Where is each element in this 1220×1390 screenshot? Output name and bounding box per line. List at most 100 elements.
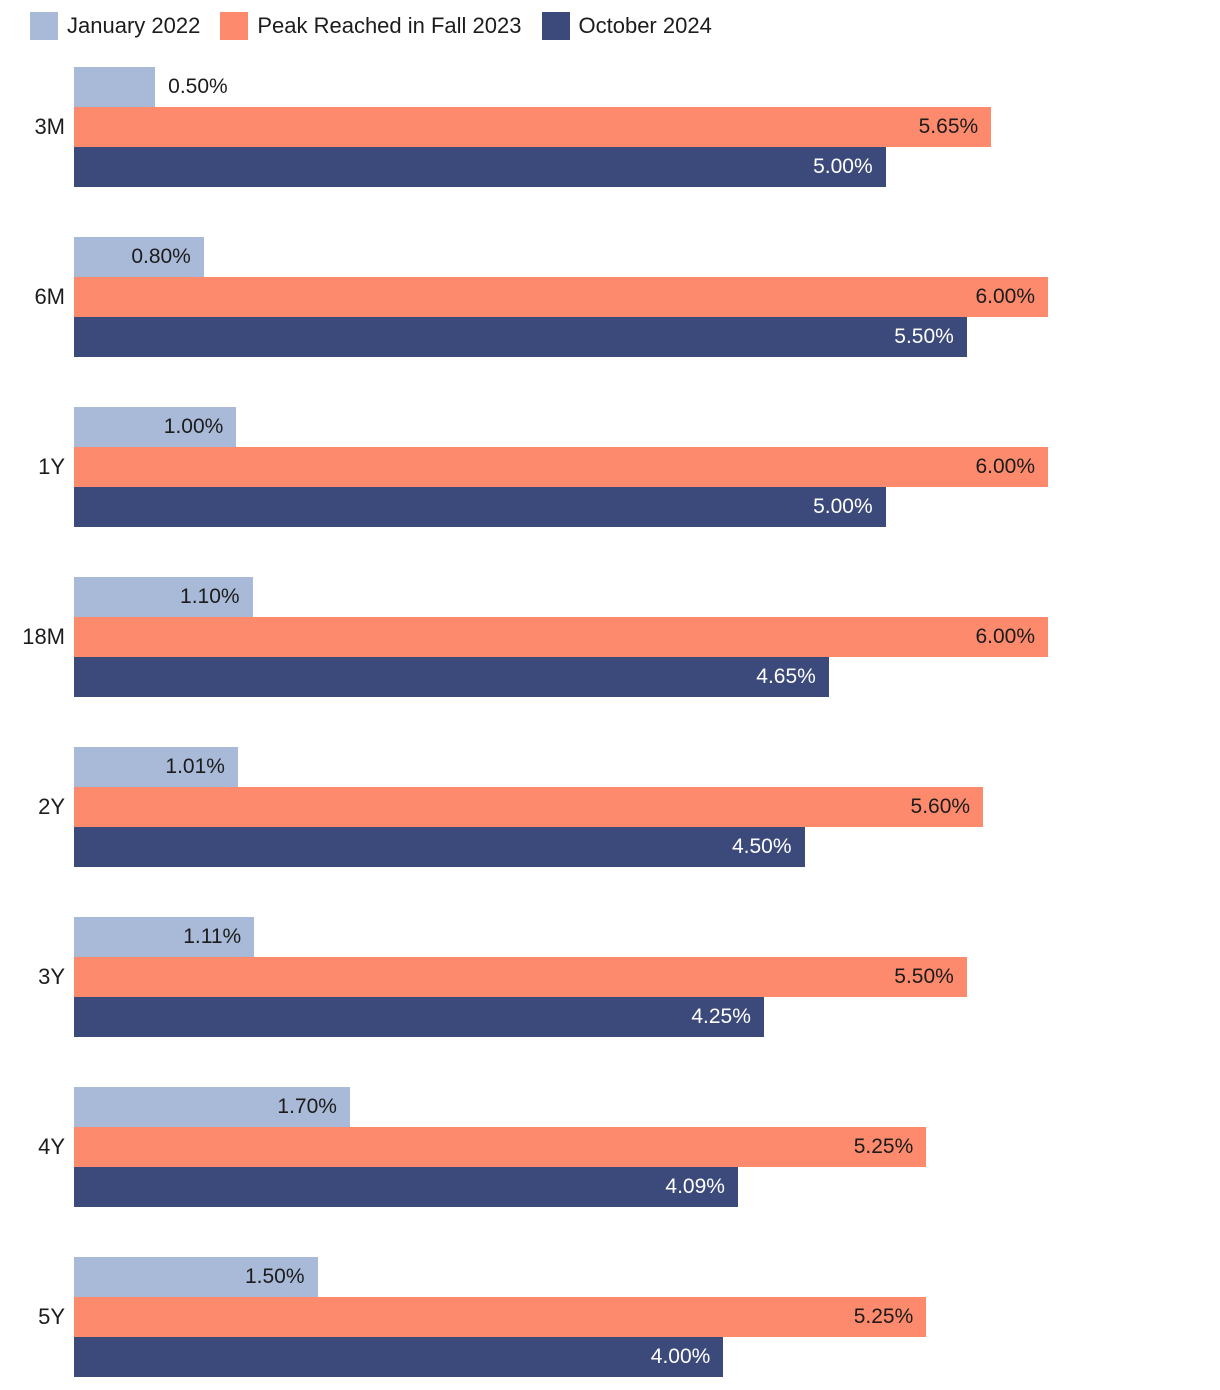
legend-swatch-peak-fall-2023 xyxy=(220,12,249,40)
bar-stack: 1.10% 6.00% 4.65% xyxy=(74,577,1220,697)
bar-stack: 0.80% 6.00% 5.50% xyxy=(74,237,1220,357)
bar-stack: 1.01% 5.60% 4.50% xyxy=(74,747,1220,867)
bar-row-october-2024: 4.50% xyxy=(74,827,1220,867)
category-label: 6M xyxy=(34,284,65,309)
bar-row-october-2024: 5.00% xyxy=(74,487,1220,527)
bar-row-october-2024: 4.25% xyxy=(74,997,1220,1037)
bar-group: 5Y 1.50% 5.25% 4.00% xyxy=(0,1257,1220,1377)
bar-january-2022-5y: 1.50% xyxy=(74,1257,318,1297)
bar-value-label: 1.50% xyxy=(244,1265,305,1288)
bar-row-october-2024: 5.00% xyxy=(74,147,1220,187)
bar-peak-reached-in-fall-2023-3y: 5.50% xyxy=(74,957,967,997)
bar-stack: 1.50% 5.25% 4.00% xyxy=(74,1257,1220,1377)
bar-group: 2Y 1.01% 5.60% 4.50% xyxy=(0,747,1220,867)
bar-value-label: 5.50% xyxy=(894,965,954,988)
bar-row-october-2024: 5.50% xyxy=(74,317,1220,357)
bar-row-peak-reached-in-fall-2023: 5.60% xyxy=(74,787,1220,827)
legend-item-october-2024: October 2024 xyxy=(541,12,712,40)
bar-value-label: 6.00% xyxy=(975,455,1035,478)
bar-group: 4Y 1.70% 5.25% 4.09% xyxy=(0,1087,1220,1207)
bar-stack: 1.70% 5.25% 4.09% xyxy=(74,1087,1220,1207)
category-label: 1Y xyxy=(38,454,65,479)
bar-peak-reached-in-fall-2023-4y: 5.25% xyxy=(74,1127,927,1167)
bar-row-peak-reached-in-fall-2023: 5.65% xyxy=(74,107,1220,147)
bar-october-2024-1y: 5.00% xyxy=(74,487,886,527)
bar-value-label: 1.00% xyxy=(163,415,224,438)
bar-october-2024-4y: 4.09% xyxy=(74,1167,738,1207)
bar-row-peak-reached-in-fall-2023: 5.25% xyxy=(74,1127,1220,1167)
bar-row-peak-reached-in-fall-2023: 6.00% xyxy=(74,617,1220,657)
bar-october-2024-18m: 4.65% xyxy=(74,657,829,697)
bar-row-january-2022: 1.01% xyxy=(74,747,1220,787)
bar-value-label: 4.00% xyxy=(650,1345,711,1368)
bar-value-label: 5.00% xyxy=(813,495,873,518)
bar-stack: 1.11% 5.50% 4.25% xyxy=(74,917,1220,1037)
bar-row-peak-reached-in-fall-2023: 6.00% xyxy=(74,277,1220,317)
bar-value-label: 5.25% xyxy=(853,1305,914,1328)
bar-stack: 0.50% 5.65% 5.00% xyxy=(74,67,1220,187)
bar-row-peak-reached-in-fall-2023: 5.25% xyxy=(74,1297,1220,1337)
bar-value-label: 6.00% xyxy=(975,625,1035,648)
legend-label-october-2024: October 2024 xyxy=(578,13,712,38)
bar-row-october-2024: 4.09% xyxy=(74,1167,1220,1207)
bar-row-january-2022: 1.00% xyxy=(74,407,1220,447)
bar-october-2024-2y: 4.50% xyxy=(74,827,805,867)
bar-row-january-2022: 0.50% xyxy=(74,67,1220,107)
bar-value-label: 5.65% xyxy=(918,115,979,138)
bar-value-label: 0.80% xyxy=(131,245,191,268)
category-label: 4Y xyxy=(38,1134,65,1159)
legend-item-january-2022: January 2022 xyxy=(30,12,200,40)
bar-peak-reached-in-fall-2023-3m: 5.65% xyxy=(74,107,992,147)
bar-group: 6M 0.80% 6.00% 5.50% xyxy=(0,237,1220,357)
bar-row-january-2022: 1.10% xyxy=(74,577,1220,617)
bar-row-october-2024: 4.65% xyxy=(74,657,1220,697)
bar-peak-reached-in-fall-2023-18m: 6.00% xyxy=(74,617,1048,657)
bar-january-2022-3y: 1.11% xyxy=(74,917,255,957)
bar-row-january-2022: 0.80% xyxy=(74,237,1220,277)
bar-value-label: 5.60% xyxy=(910,795,971,818)
bar-row-january-2022: 1.50% xyxy=(74,1257,1220,1297)
bar-value-label: 1.70% xyxy=(277,1095,337,1118)
bar-october-2024-3y: 4.25% xyxy=(74,997,764,1037)
bar-row-january-2022: 1.11% xyxy=(74,917,1220,957)
legend-swatch-october-2024 xyxy=(541,12,570,40)
bar-group: 18M 1.10% 6.00% 4.65% xyxy=(0,577,1220,697)
bar-peak-reached-in-fall-2023-1y: 6.00% xyxy=(74,447,1048,487)
bar-peak-reached-in-fall-2023-5y: 5.25% xyxy=(74,1297,927,1337)
bar-row-peak-reached-in-fall-2023: 6.00% xyxy=(74,447,1220,487)
bar-peak-reached-in-fall-2023-2y: 5.60% xyxy=(74,787,984,827)
bar-october-2024-5y: 4.00% xyxy=(74,1337,724,1377)
category-label: 2Y xyxy=(38,794,65,819)
bar-value-label: 4.50% xyxy=(731,835,792,858)
bar-value-label: 0.50% xyxy=(168,75,228,98)
category-label: 3M xyxy=(34,114,65,139)
bar-group: 1Y 1.00% 6.00% 5.00% xyxy=(0,407,1220,527)
legend-label-january-2022: January 2022 xyxy=(67,13,201,38)
bar-january-2022-18m: 1.10% xyxy=(74,577,253,617)
category-label: 3Y xyxy=(38,964,65,989)
bar-value-label: 1.11% xyxy=(183,925,242,948)
bar-stack: 1.00% 6.00% 5.00% xyxy=(74,407,1220,527)
bar-january-2022-4y: 1.70% xyxy=(74,1087,350,1127)
bar-group: 3Y 1.11% 5.50% 4.25% xyxy=(0,917,1220,1037)
bar-january-2022-1y: 1.00% xyxy=(74,407,237,447)
bar-row-peak-reached-in-fall-2023: 5.50% xyxy=(74,957,1220,997)
bar-october-2024-6m: 5.50% xyxy=(74,317,967,357)
bar-value-label: 1.10% xyxy=(180,585,240,608)
category-label: 18M xyxy=(22,624,65,649)
bar-row-january-2022: 1.70% xyxy=(74,1087,1220,1127)
bar-january-2022-6m: 0.80% xyxy=(74,237,204,277)
bar-value-label: 5.50% xyxy=(894,325,954,348)
bar-value-label: 1.01% xyxy=(165,755,225,778)
bar-peak-reached-in-fall-2023-6m: 6.00% xyxy=(74,277,1048,317)
bar-january-2022-3m xyxy=(74,67,156,107)
bar-row-october-2024: 4.00% xyxy=(74,1337,1220,1377)
legend-swatch-january-2022 xyxy=(30,12,58,40)
bar-value-label: 4.09% xyxy=(665,1175,725,1198)
legend-label-peak-fall-2023: Peak Reached in Fall 2023 xyxy=(257,13,522,38)
bar-value-label: 4.25% xyxy=(691,1005,751,1028)
grouped-bar-chart: 3M 0.50% 5.65% 5.00% 6M 0.80% 6.00% 5.50% 1Y… xyxy=(0,67,1220,1377)
bar-october-2024-3m: 5.00% xyxy=(74,147,886,187)
bar-january-2022-2y: 1.01% xyxy=(74,747,238,787)
bar-value-label: 6.00% xyxy=(975,285,1035,308)
